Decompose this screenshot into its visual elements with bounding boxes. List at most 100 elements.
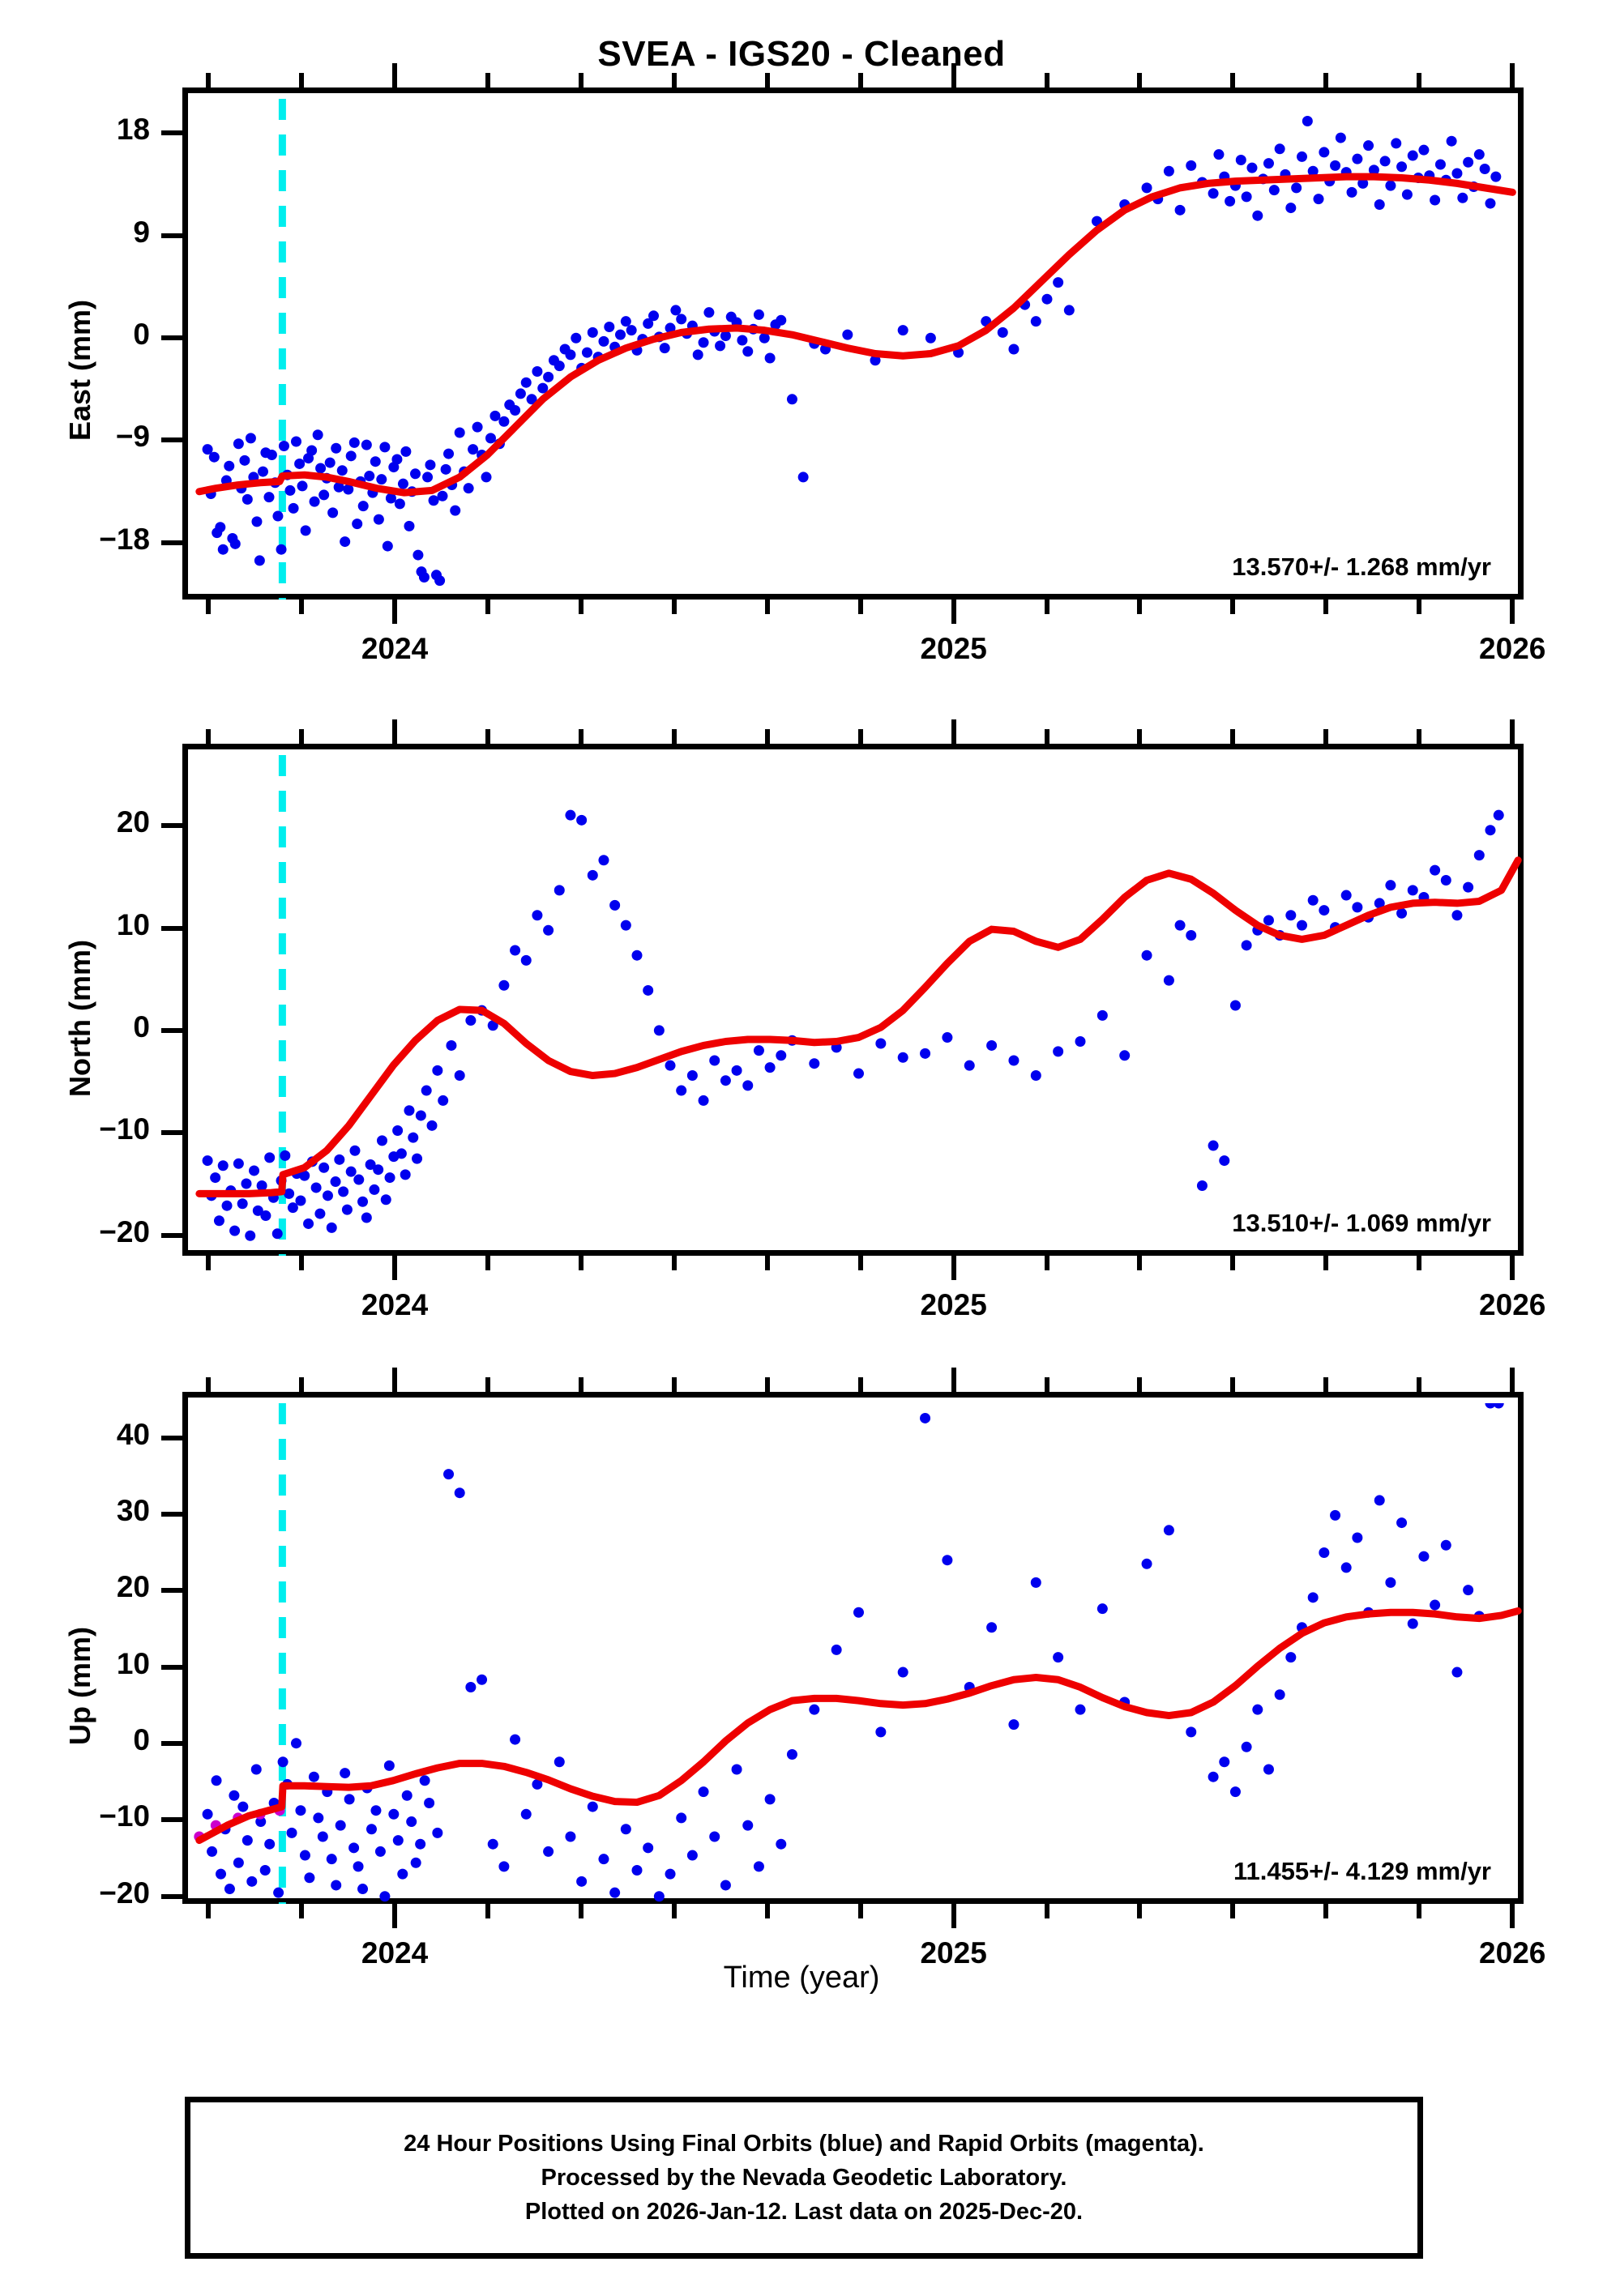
x-tick-minor [299, 729, 305, 744]
x-tick-minor [1230, 1904, 1236, 1918]
x-tick-major [392, 719, 398, 744]
plot-frame-up [182, 1392, 1524, 1904]
x-tick-minor [206, 729, 212, 744]
x-tick-label-up-0: 2024 [361, 1936, 429, 1970]
x-tick-minor [671, 729, 677, 744]
x-tick-minor [1230, 600, 1236, 614]
x-tick-minor [578, 1377, 583, 1392]
y-tick-mark [161, 1588, 182, 1594]
x-tick-label-north-2: 2026 [1479, 1288, 1546, 1321]
x-tick-minor [857, 1256, 863, 1270]
x-tick-minor [671, 1904, 677, 1918]
x-tick-minor [299, 1377, 305, 1392]
y-tick-mark [161, 925, 182, 931]
x-tick-minor [1137, 600, 1143, 614]
y-tick-mark [161, 1511, 182, 1517]
x-tick-label-east-0: 2024 [361, 632, 429, 665]
y-tick-label-north-4: 20 [116, 805, 150, 839]
plot-area-north [195, 755, 1522, 1256]
y-axis-label-up: Up (mm) [63, 1627, 96, 1745]
x-tick-minor [1323, 729, 1329, 744]
x-tick-label-up-2: 2026 [1479, 1936, 1546, 1970]
x-tick-minor [1230, 1377, 1236, 1392]
x-tick-minor [206, 1256, 212, 1270]
x-tick-minor [671, 73, 677, 87]
x-tick-minor [857, 600, 863, 614]
y-tick-label-north-2: 0 [133, 1009, 150, 1043]
x-tick-major [951, 1256, 956, 1280]
x-tick-minor [1044, 600, 1049, 614]
x-tick-label-east-2: 2026 [1479, 632, 1546, 665]
y-tick-label-north-0: −20 [99, 1214, 150, 1248]
x-tick-minor [206, 73, 212, 87]
x-tick-minor [764, 1377, 770, 1392]
x-tick-major [1510, 63, 1515, 87]
y-tick-label-up-5: 30 [116, 1493, 150, 1527]
data-points-east-final-orbits [202, 115, 1502, 587]
fit-curve-north [195, 856, 1522, 1197]
x-tick-minor [1044, 73, 1049, 87]
plot-area-east [195, 99, 1516, 600]
fit-curve-up [195, 1607, 1522, 1845]
x-tick-major [951, 63, 956, 87]
plot-frame-east [182, 87, 1524, 600]
x-tick-minor [1230, 729, 1236, 744]
y-tick-mark [161, 1893, 182, 1899]
x-tick-minor [206, 1377, 212, 1392]
x-tick-label-north-0: 2024 [361, 1288, 429, 1321]
y-tick-label-east-4: 18 [116, 113, 150, 147]
x-tick-minor [1044, 1904, 1049, 1918]
fit-curve-east [195, 173, 1516, 497]
x-tick-minor [485, 729, 490, 744]
y-tick-label-east-2: 0 [133, 317, 150, 351]
x-tick-minor [1323, 73, 1329, 87]
x-tick-major [1510, 1368, 1515, 1392]
y-tick-mark [161, 1027, 182, 1033]
x-tick-minor [857, 1904, 863, 1918]
x-tick-major [951, 1904, 956, 1928]
x-tick-minor [206, 600, 212, 614]
x-tick-minor [671, 600, 677, 614]
page-title: SVEA - IGS20 - Cleaned [597, 34, 1006, 74]
footer-line-2: Processed by the Nevada Geodetic Laborat… [541, 2164, 1067, 2191]
x-tick-minor [1137, 1377, 1143, 1392]
x-tick-minor [1137, 1256, 1143, 1270]
x-tick-minor [299, 600, 305, 614]
y-tick-label-up-4: 20 [116, 1570, 150, 1604]
x-tick-minor [578, 1256, 583, 1270]
rate-annotation-up: 11.455+/- 4.129 mm/yr [1233, 1857, 1491, 1885]
x-tick-label-up-1: 2025 [920, 1936, 987, 1970]
footer-line-1: 24 Hour Positions Using Final Orbits (bl… [404, 2130, 1204, 2157]
data-points-north-final-orbits [202, 809, 1504, 1241]
x-tick-minor [485, 73, 490, 87]
data-points-up-final-orbits [202, 1403, 1504, 1902]
x-tick-minor [1044, 1377, 1049, 1392]
x-tick-minor [857, 1377, 863, 1392]
y-tick-mark [161, 1817, 182, 1823]
x-tick-minor [1417, 1904, 1422, 1918]
x-tick-minor [1417, 1377, 1422, 1392]
x-tick-minor [1417, 1256, 1422, 1270]
plot-frame-north [182, 744, 1524, 1256]
x-tick-minor [578, 729, 583, 744]
y-tick-mark [161, 1435, 182, 1440]
x-tick-minor [764, 600, 770, 614]
x-tick-minor [1417, 73, 1422, 87]
x-tick-major [1510, 1256, 1515, 1280]
x-tick-major [392, 63, 398, 87]
footer-line-3: Plotted on 2026-Jan-12. Last data on 202… [524, 2199, 1084, 2226]
y-tick-label-east-0: −18 [99, 522, 150, 556]
x-tick-minor [1323, 600, 1329, 614]
x-tick-minor [1417, 729, 1422, 744]
x-tick-minor [299, 1256, 305, 1270]
y-tick-mark [161, 1130, 182, 1136]
y-tick-mark [161, 1740, 182, 1746]
y-tick-label-up-2: 0 [133, 1722, 150, 1756]
y-tick-mark [161, 437, 182, 443]
x-tick-major [392, 1256, 398, 1280]
y-tick-label-up-6: 40 [116, 1417, 150, 1451]
x-tick-minor [671, 1256, 677, 1270]
